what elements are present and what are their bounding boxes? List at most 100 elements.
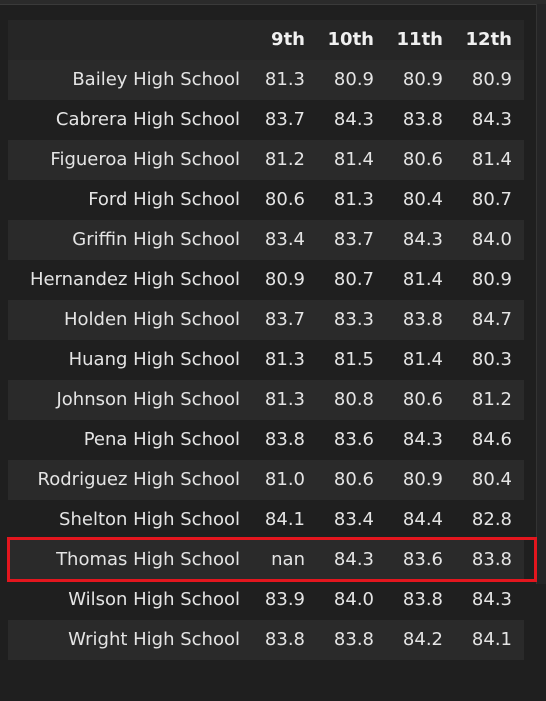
table-row: Holden High School 83.7 83.3 83.8 84.7 <box>8 300 524 340</box>
table-row: Wilson High School 83.9 84.0 83.8 84.3 <box>8 580 524 620</box>
table-cell: 84.0 <box>333 589 374 610</box>
table-cell: 83.8 <box>264 429 305 450</box>
table-cell: 83.6 <box>333 429 374 450</box>
table-cell: 80.9 <box>402 469 443 490</box>
table-cell: 83.6 <box>402 549 443 570</box>
table-cell: 83.8 <box>264 629 305 650</box>
table-cell: 81.4 <box>402 349 443 370</box>
table-cell: 84.3 <box>333 549 374 570</box>
table-cell: 84.3 <box>402 429 443 450</box>
row-label-school: Shelton High School <box>59 509 240 530</box>
row-label-school: Holden High School <box>63 309 240 330</box>
table-cell: 83.8 <box>402 589 443 610</box>
column-header-10th: 10th <box>317 20 386 60</box>
table-header-row: 9th 10th 11th 12th <box>8 20 524 60</box>
table-cell: 80.7 <box>471 189 512 210</box>
cell-top-border <box>0 0 546 5</box>
index-header <box>8 20 248 60</box>
table-cell: 80.3 <box>471 349 512 370</box>
table-row: Bailey High School 81.3 80.9 80.9 80.9 <box>8 60 524 100</box>
table-cell: 80.9 <box>264 269 305 290</box>
table-cell: 81.3 <box>333 189 374 210</box>
table-cell: 84.1 <box>264 509 305 530</box>
table-row: Huang High School 81.3 81.5 81.4 80.3 <box>8 340 524 380</box>
row-label-school: Bailey High School <box>72 69 240 90</box>
column-header-11th: 11th <box>386 20 455 60</box>
table-row: Wright High School 83.8 83.8 84.2 84.1 <box>8 620 524 660</box>
row-label-school: Figueroa High School <box>50 149 240 170</box>
row-label-school: Johnson High School <box>56 389 240 410</box>
column-header-9th: 9th <box>248 20 317 60</box>
table-cell: 83.7 <box>264 109 305 130</box>
row-label-school: Huang High School <box>68 349 240 370</box>
table-row: Ford High School 80.6 81.3 80.4 80.7 <box>8 180 524 220</box>
table-cell: nan <box>271 549 305 570</box>
row-label-school: Cabrera High School <box>55 109 240 130</box>
table-cell: 84.3 <box>333 109 374 130</box>
row-label-school: Griffin High School <box>72 229 240 250</box>
table-cell: 84.3 <box>402 229 443 250</box>
table-cell: 81.4 <box>402 269 443 290</box>
table-cell: 84.6 <box>471 429 512 450</box>
table-cell: 83.7 <box>333 229 374 250</box>
table-cell: 84.4 <box>402 509 443 530</box>
row-label-school: Wright High School <box>68 629 240 650</box>
table-row: Hernandez High School 80.9 80.7 81.4 80.9 <box>8 260 524 300</box>
table-cell: 84.2 <box>402 629 443 650</box>
table-cell: 83.9 <box>264 589 305 610</box>
table-cell: 81.2 <box>471 389 512 410</box>
table-row: Figueroa High School 81.2 81.4 80.6 81.4 <box>8 140 524 180</box>
table-cell: 81.3 <box>264 69 305 90</box>
table-cell: 84.7 <box>471 309 512 330</box>
table-cell: 80.9 <box>471 269 512 290</box>
table-row: Shelton High School 84.1 83.4 84.4 82.8 <box>8 500 524 540</box>
table-cell: 84.1 <box>471 629 512 650</box>
table-cell: 80.7 <box>333 269 374 290</box>
table-cell: 83.8 <box>333 629 374 650</box>
column-header-12th: 12th <box>455 20 524 60</box>
table-cell: 81.4 <box>471 149 512 170</box>
table-cell: 83.8 <box>402 109 443 130</box>
table-cell: 83.7 <box>264 309 305 330</box>
table-row: Rodriguez High School 81.0 80.6 80.9 80.4 <box>8 460 524 500</box>
table-row: Thomas High School nan 84.3 83.6 83.8 <box>8 540 524 580</box>
row-label-school: Wilson High School <box>68 589 240 610</box>
table-cell: 81.3 <box>264 349 305 370</box>
table-row: Griffin High School 83.4 83.7 84.3 84.0 <box>8 220 524 260</box>
output-scrollbar[interactable] <box>536 4 546 584</box>
dataframe-table: 9th 10th 11th 12th Bailey High School 81.… <box>8 20 524 660</box>
table-cell: 83.4 <box>333 509 374 530</box>
table-cell: 80.9 <box>471 69 512 90</box>
table-cell: 82.8 <box>471 509 512 530</box>
table-row: Pena High School 83.8 83.6 84.3 84.6 <box>8 420 524 460</box>
table-cell: 80.6 <box>402 389 443 410</box>
table-cell: 80.4 <box>471 469 512 490</box>
row-label-school: Hernandez High School <box>29 269 240 290</box>
row-label-school: Ford High School <box>88 189 240 210</box>
table-cell: 80.9 <box>333 69 374 90</box>
table-cell: 81.2 <box>264 149 305 170</box>
table-cell: 80.6 <box>402 149 443 170</box>
table-cell: 84.3 <box>471 589 512 610</box>
table-cell: 80.4 <box>402 189 443 210</box>
table-cell: 84.3 <box>471 109 512 130</box>
table-cell: 84.0 <box>471 229 512 250</box>
row-label-school: Thomas High School <box>56 549 240 570</box>
table-row: Johnson High School 81.3 80.8 80.6 81.2 <box>8 380 524 420</box>
table-body: Bailey High School 81.3 80.9 80.9 80.9 Cabrer… <box>8 60 524 660</box>
table-cell: 80.6 <box>264 189 305 210</box>
table-cell: 83.8 <box>471 549 512 570</box>
row-label-school: Pena High School <box>83 429 240 450</box>
table-cell: 81.0 <box>264 469 305 490</box>
table-cell: 80.8 <box>333 389 374 410</box>
table-cell: 81.4 <box>333 149 374 170</box>
table-cell: 80.6 <box>333 469 374 490</box>
table-cell: 81.5 <box>333 349 374 370</box>
table-cell: 81.3 <box>264 389 305 410</box>
table-cell: 83.3 <box>333 309 374 330</box>
row-label-school: Rodriguez High School <box>37 469 240 490</box>
table-cell: 83.8 <box>402 309 443 330</box>
table-cell: 80.9 <box>402 69 443 90</box>
table-row: Cabrera High School 83.7 84.3 83.8 84.3 <box>8 100 524 140</box>
table-cell: 83.4 <box>264 229 305 250</box>
